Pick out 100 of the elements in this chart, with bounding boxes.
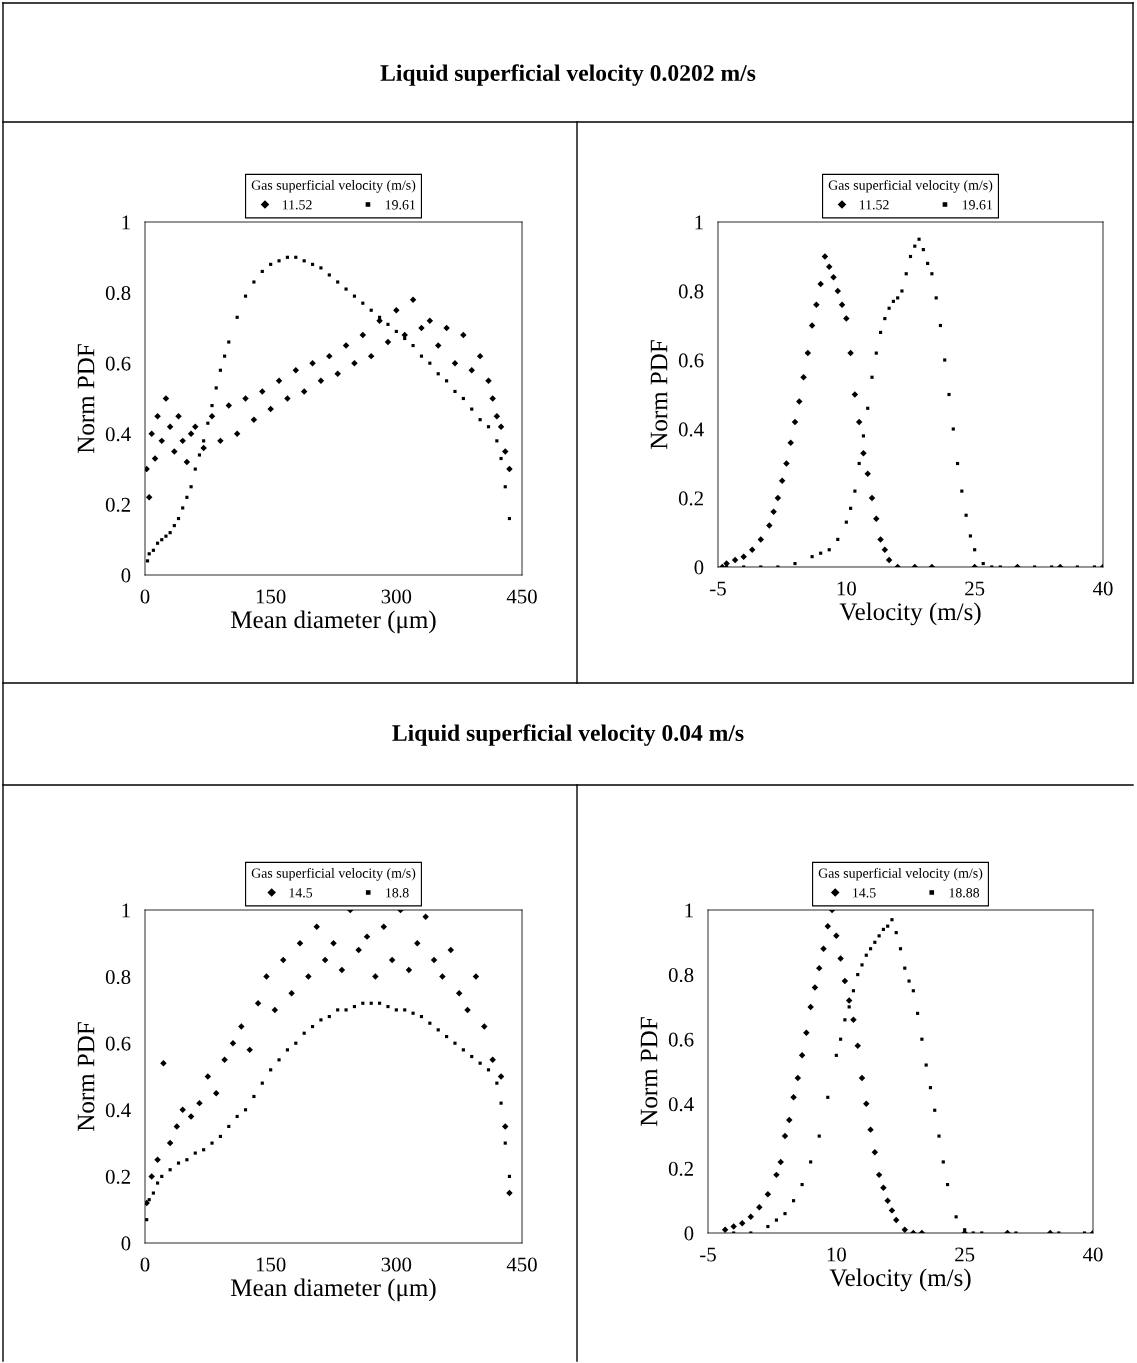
point [809, 1160, 813, 1164]
point [428, 361, 432, 365]
y-tick-label: 0 [121, 1236, 131, 1251]
point [294, 1041, 298, 1045]
legend-label: 19.61 [962, 200, 993, 210]
point [426, 317, 434, 325]
point [319, 266, 323, 270]
point [185, 1158, 189, 1162]
point [321, 956, 329, 964]
point [259, 388, 266, 395]
point [305, 973, 312, 980]
point [973, 548, 977, 552]
point [898, 947, 903, 951]
point [225, 402, 233, 409]
point [185, 495, 189, 499]
point [853, 489, 857, 493]
point [804, 349, 812, 357]
point [833, 932, 840, 940]
point [453, 1041, 457, 1045]
point [892, 1216, 900, 1224]
point [419, 1014, 424, 1019]
point [218, 368, 222, 372]
point [344, 287, 348, 291]
point [913, 244, 917, 248]
point [468, 367, 475, 374]
x-tick-label: 25 [955, 1247, 975, 1262]
point [781, 1132, 789, 1140]
point [834, 287, 842, 295]
point [819, 551, 823, 555]
point [836, 537, 840, 541]
point [403, 336, 407, 341]
point [873, 515, 880, 522]
point [414, 940, 421, 947]
point [887, 306, 891, 310]
point [176, 1161, 181, 1165]
point [154, 1156, 161, 1163]
point [238, 1023, 245, 1030]
y-tick-label: 0 [684, 1226, 694, 1241]
point [386, 1004, 390, 1009]
point [192, 423, 199, 430]
point [920, 1037, 924, 1041]
point [503, 485, 507, 489]
x-tick-label: 300 [381, 1257, 412, 1272]
point [786, 1116, 793, 1124]
y-tick-label: 0.2 [678, 491, 703, 506]
point [378, 315, 382, 319]
point [960, 489, 964, 493]
point [894, 931, 898, 935]
point [158, 437, 165, 445]
point [502, 448, 509, 455]
x-axis-title: Velocity (m/s) [839, 602, 981, 626]
point [455, 990, 463, 997]
point [269, 262, 273, 266]
point [285, 1048, 289, 1052]
point [854, 1042, 861, 1049]
point [168, 1168, 172, 1172]
point [839, 1037, 843, 1041]
point [369, 308, 373, 312]
point [145, 559, 150, 563]
point [326, 352, 333, 360]
x-axis-title: Velocity (m/s) [829, 1268, 971, 1292]
point [292, 367, 300, 374]
point [476, 352, 484, 360]
point [843, 315, 850, 322]
point [254, 1000, 262, 1007]
point [327, 1014, 331, 1019]
point [411, 1011, 415, 1015]
point [945, 1182, 950, 1187]
y-tick-label: 1 [685, 903, 693, 918]
y-axis-title: Norm PDF [650, 340, 668, 449]
point [378, 1001, 382, 1005]
point [857, 461, 861, 466]
point [384, 338, 392, 346]
point [873, 940, 877, 944]
y-tick-label: 0.4 [678, 422, 704, 437]
x-axis-title: Mean diameter (μm) [231, 1278, 436, 1302]
point [478, 1061, 482, 1065]
point [740, 553, 747, 560]
point [891, 299, 895, 303]
point [208, 412, 216, 420]
legend-label: 11.52 [282, 200, 312, 210]
point [901, 1226, 909, 1233]
point [934, 296, 938, 300]
point [864, 470, 871, 478]
point [359, 331, 367, 339]
point [738, 1220, 746, 1227]
chart-title: Liquid superficial velocity 0.04 m/s [392, 724, 744, 746]
point [916, 1011, 920, 1015]
point [336, 280, 340, 284]
point [428, 1021, 432, 1025]
y-tick-label: 0.2 [105, 497, 130, 512]
point [903, 966, 907, 970]
x-tick-label: 40 [1082, 1247, 1103, 1262]
point [863, 1100, 870, 1108]
point [447, 946, 455, 954]
point [411, 343, 415, 348]
point [179, 437, 186, 445]
point [235, 1114, 239, 1119]
point [928, 1086, 933, 1090]
point [394, 1008, 398, 1012]
